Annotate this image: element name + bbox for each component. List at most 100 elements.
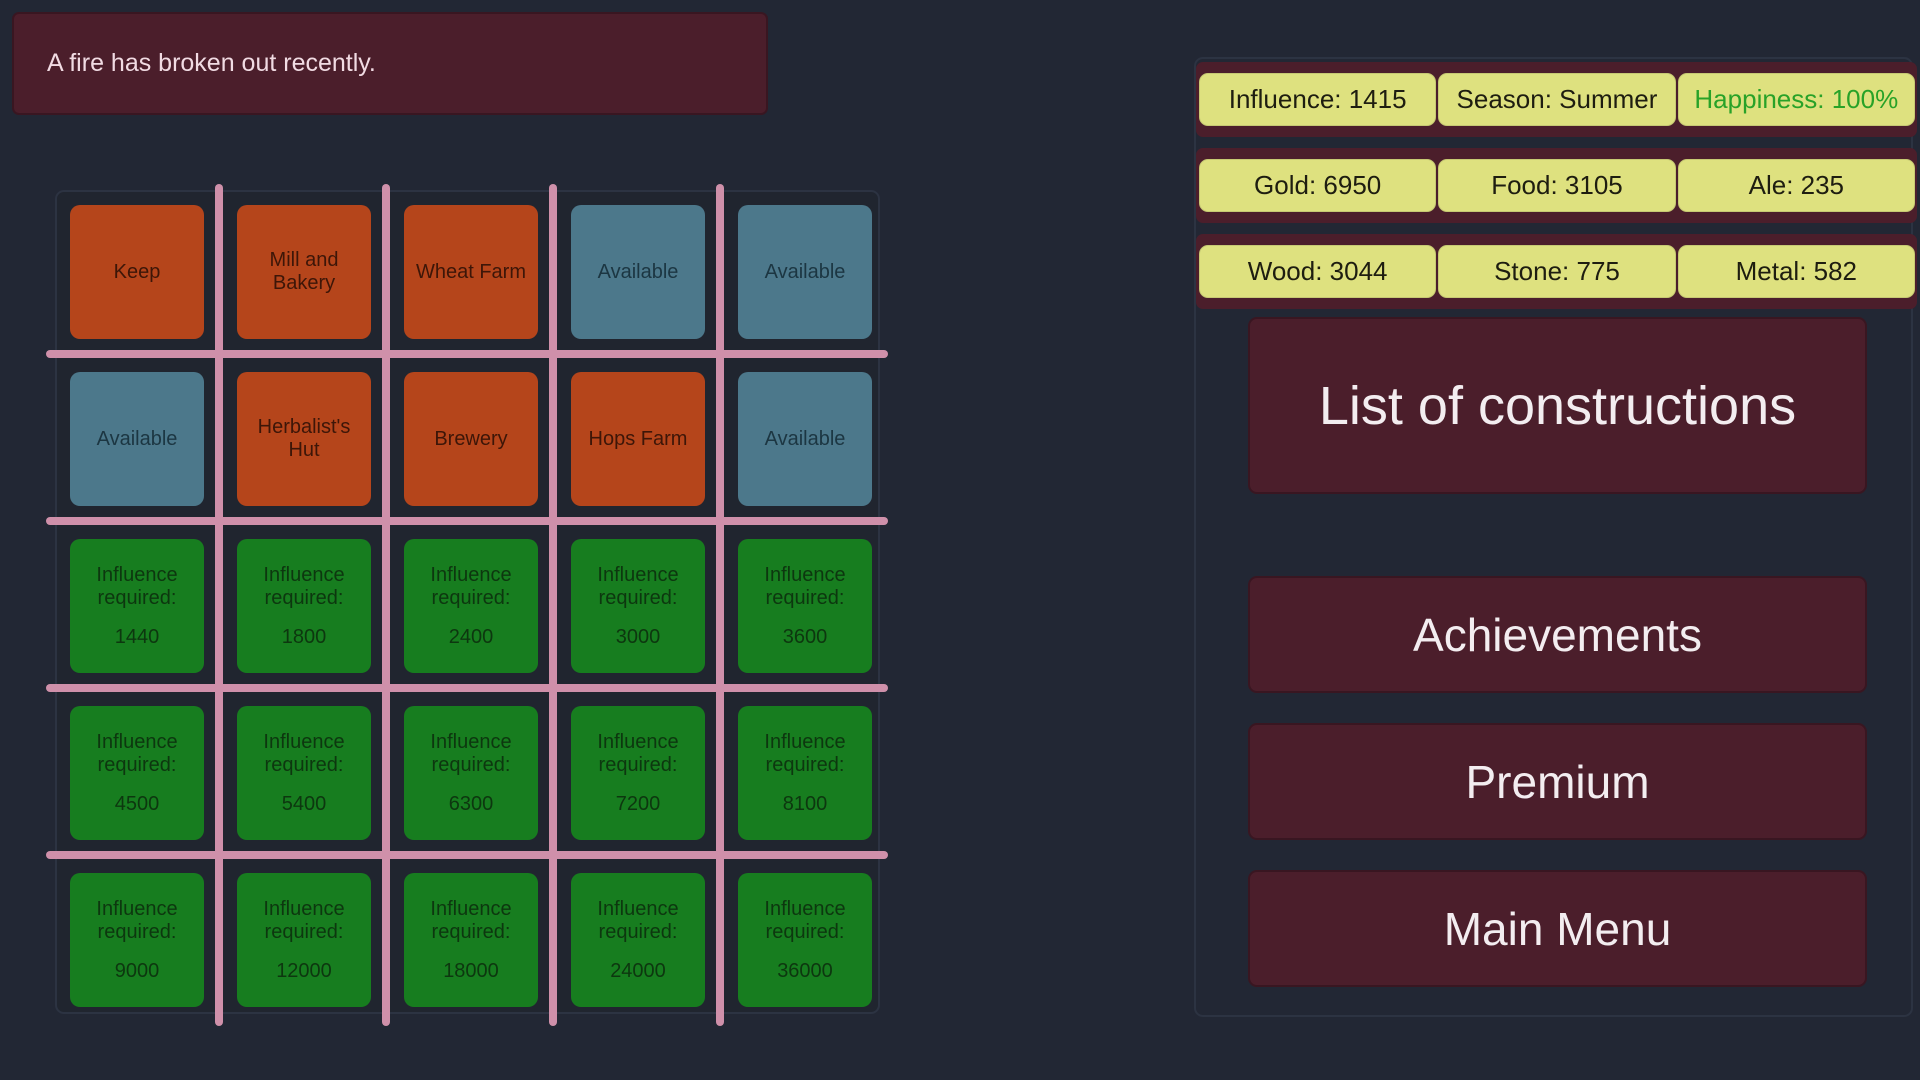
tile-locked-4500[interactable]: Influence required: 4500	[70, 706, 204, 840]
tile-available-2[interactable]: Available	[738, 205, 872, 339]
tile-locked-8100[interactable]: Influence required: 8100	[738, 706, 872, 840]
resource-season-text: Season: Summer	[1456, 84, 1658, 114]
tile-label: Influence required:	[764, 897, 846, 943]
tile-locked-9000[interactable]: Influence required: 9000	[70, 873, 204, 1007]
tile-locked-5400[interactable]: Influence required: 5400	[237, 706, 371, 840]
grid-divider-vertical	[716, 184, 724, 1026]
tile-label: Influence required:	[597, 730, 679, 776]
tile-label: Available	[764, 260, 846, 283]
tile-label: Influence required:	[764, 730, 846, 776]
resource-metal-text: Metal: 582	[1735, 256, 1858, 286]
grid-divider-vertical	[549, 184, 557, 1026]
tile-hops-farm[interactable]: Hops Farm	[571, 372, 705, 506]
tile-locked-3600[interactable]: Influence required: 3600	[738, 539, 872, 673]
list-of-constructions-button[interactable]: List of constructions	[1248, 317, 1867, 494]
tile-wheat-farm[interactable]: Wheat Farm	[404, 205, 538, 339]
notification-banner: A fire has broken out recently.	[12, 12, 768, 115]
resource-season[interactable]: Season: Summer	[1438, 73, 1676, 126]
tile-keep[interactable]: Keep	[70, 205, 204, 339]
tile-locked-12000[interactable]: Influence required: 12000	[237, 873, 371, 1007]
tile-label: Herbalist's Hut	[257, 416, 351, 461]
tile-available-3[interactable]: Available	[70, 372, 204, 506]
tile-label: Influence required:	[597, 897, 679, 943]
tile-label: Influence required:	[263, 897, 345, 943]
tile-influence-value: 12000	[276, 959, 332, 982]
resource-ale[interactable]: Ale: 235	[1677, 159, 1915, 212]
resource-influence-text: Influence: 1415	[1228, 84, 1407, 114]
tile-locked-3000[interactable]: Influence required: 3000	[571, 539, 705, 673]
resource-strip-3: Wood: 3044 Stone: 775 Metal: 582	[1196, 234, 1917, 309]
resource-food[interactable]: Food: 3105	[1438, 159, 1676, 212]
premium-label: Premium	[1465, 755, 1650, 808]
tile-label: Influence required:	[430, 897, 512, 943]
grid-divider-vertical	[215, 184, 223, 1026]
tile-influence-value: 36000	[777, 959, 833, 982]
resource-stone-text: Stone: 775	[1494, 256, 1620, 286]
tile-label: Influence required:	[96, 563, 178, 609]
grid-divider-horizontal	[46, 350, 888, 358]
tile-locked-6300[interactable]: Influence required: 6300	[404, 706, 538, 840]
tile-influence-value: 5400	[281, 792, 327, 815]
tile-label: Brewery	[434, 427, 508, 450]
tile-locked-1800[interactable]: Influence required: 1800	[237, 539, 371, 673]
tile-influence-value: 4500	[114, 792, 160, 815]
resource-happiness-text: Happiness: 100%	[1694, 84, 1899, 114]
tile-available-4[interactable]: Available	[738, 372, 872, 506]
resource-happiness[interactable]: Happiness: 100%	[1677, 73, 1915, 126]
resource-stone[interactable]: Stone: 775	[1438, 245, 1676, 298]
resource-wood-text: Wood: 3044	[1247, 256, 1388, 286]
tile-influence-value: 9000	[114, 959, 160, 982]
tile-influence-value: 8100	[782, 792, 828, 815]
building-grid: Keep Mill and Bakery Wheat Farm Availabl…	[55, 190, 880, 1014]
tile-influence-value: 7200	[615, 792, 661, 815]
tile-label: Influence required:	[96, 730, 178, 776]
tile-locked-1440[interactable]: Influence required: 1440	[70, 539, 204, 673]
tile-label: Influence required:	[430, 563, 512, 609]
grid-divider-horizontal	[46, 851, 888, 859]
tile-influence-value: 1440	[114, 625, 160, 648]
tile-label: Mill and Bakery	[269, 249, 339, 294]
tile-influence-value: 3600	[782, 625, 828, 648]
tile-locked-24000[interactable]: Influence required: 24000	[571, 873, 705, 1007]
resource-ale-text: Ale: 235	[1748, 170, 1845, 200]
tile-label: Influence required:	[430, 730, 512, 776]
tile-label: Available	[597, 260, 679, 283]
resource-strip-2: Gold: 6950 Food: 3105 Ale: 235	[1196, 148, 1917, 223]
main-menu-button[interactable]: Main Menu	[1248, 870, 1867, 987]
main-menu-label: Main Menu	[1443, 902, 1672, 955]
tile-label: Hops Farm	[588, 427, 688, 450]
tile-label: Keep	[113, 260, 161, 283]
grid-divider-horizontal	[46, 517, 888, 525]
tile-label: Wheat Farm	[415, 260, 527, 283]
grid-divider-horizontal	[46, 684, 888, 692]
tile-label: Influence required:	[96, 897, 178, 943]
premium-button[interactable]: Premium	[1248, 723, 1867, 840]
tile-herbalists-hut[interactable]: Herbalist's Hut	[237, 372, 371, 506]
tile-mill-and-bakery[interactable]: Mill and Bakery	[237, 205, 371, 339]
resource-influence[interactable]: Influence: 1415	[1199, 73, 1437, 126]
tile-brewery[interactable]: Brewery	[404, 372, 538, 506]
tile-influence-value: 2400	[448, 625, 494, 648]
grid-divider-vertical	[382, 184, 390, 1026]
tile-locked-2400[interactable]: Influence required: 2400	[404, 539, 538, 673]
achievements-button[interactable]: Achievements	[1248, 576, 1867, 693]
tile-label: Influence required:	[597, 563, 679, 609]
resource-strip-1: Influence: 1415 Season: Summer Happiness…	[1196, 62, 1917, 137]
tile-label: Influence required:	[764, 563, 846, 609]
hud-panel	[1194, 57, 1913, 1017]
notification-text: A fire has broken out recently.	[47, 49, 376, 77]
tile-locked-7200[interactable]: Influence required: 7200	[571, 706, 705, 840]
resource-gold-text: Gold: 6950	[1254, 170, 1382, 200]
tile-available-1[interactable]: Available	[571, 205, 705, 339]
resource-metal[interactable]: Metal: 582	[1677, 245, 1915, 298]
tile-label: Available	[96, 427, 178, 450]
resource-gold[interactable]: Gold: 6950	[1199, 159, 1437, 212]
tile-locked-36000[interactable]: Influence required: 36000	[738, 873, 872, 1007]
tile-influence-value: 18000	[443, 959, 499, 982]
tile-label: Influence required:	[263, 563, 345, 609]
tile-locked-18000[interactable]: Influence required: 18000	[404, 873, 538, 1007]
resource-wood[interactable]: Wood: 3044	[1199, 245, 1437, 298]
tile-influence-value: 3000	[615, 625, 661, 648]
tile-label: Influence required:	[263, 730, 345, 776]
